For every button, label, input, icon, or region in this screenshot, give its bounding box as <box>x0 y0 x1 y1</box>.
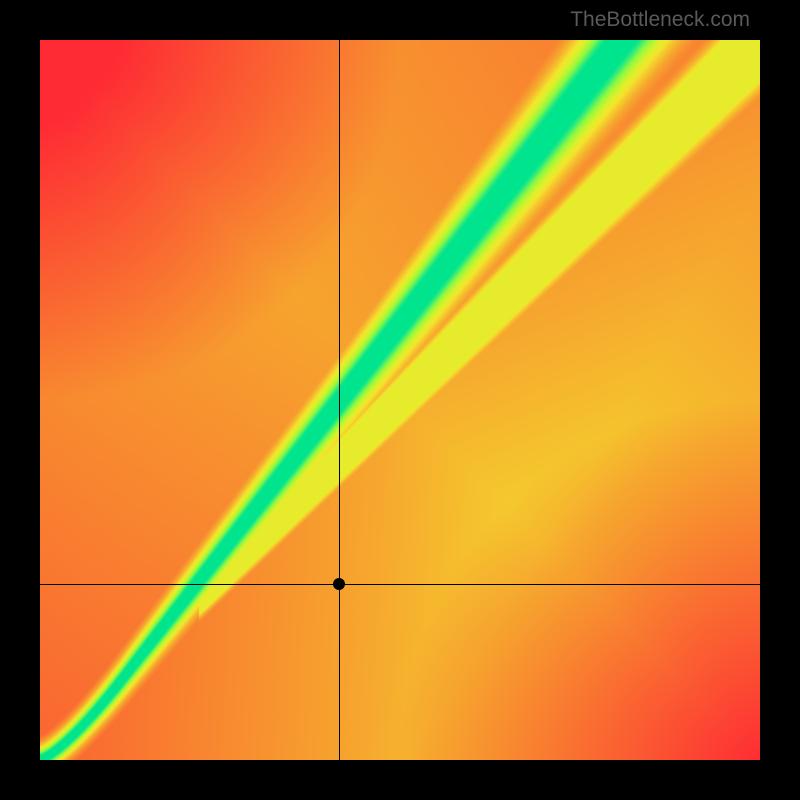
crosshair-horizontal <box>40 584 760 585</box>
heatmap-canvas <box>40 40 760 760</box>
watermark-text: TheBottleneck.com <box>570 8 750 32</box>
crosshair-vertical <box>339 40 340 760</box>
crosshair-marker <box>333 578 345 590</box>
heatmap-chart <box>40 40 760 760</box>
